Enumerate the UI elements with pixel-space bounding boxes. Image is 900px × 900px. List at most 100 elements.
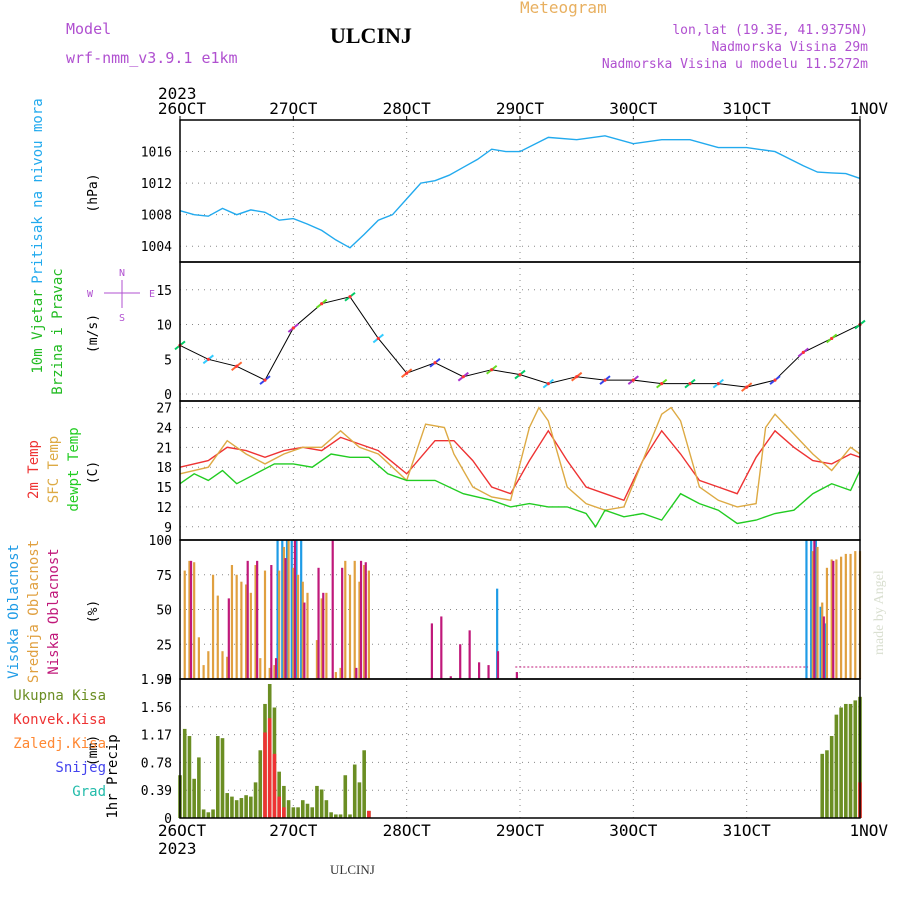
- precip-bar: [263, 732, 267, 818]
- model-label: Model: [66, 20, 112, 38]
- wind-point: [490, 368, 494, 372]
- cloud-bar: [274, 658, 278, 679]
- cloud-bar: [235, 574, 238, 679]
- precip-bar: [197, 757, 201, 818]
- grid-layer: [180, 120, 860, 819]
- precip-bar: [319, 789, 324, 818]
- cloud-ytick-label: 75: [156, 569, 172, 584]
- cloud-bar: [822, 616, 825, 679]
- cloud-bar: [287, 540, 290, 679]
- cloud-bar: [290, 540, 293, 679]
- cloud-bar: [835, 559, 838, 679]
- precip-bar: [201, 809, 206, 818]
- model-name: wrf-nmm_v3.9.1 e1km: [66, 49, 238, 67]
- wind-point: [291, 326, 295, 330]
- cloud-bar: [844, 553, 847, 679]
- pressure-unit-label: (hPa): [86, 173, 101, 212]
- cloud-bar: [348, 574, 352, 679]
- precip-bar: [820, 753, 825, 818]
- cloud-bar: [810, 540, 813, 679]
- cloud-bar: [496, 588, 499, 679]
- precip-bar: [300, 800, 305, 818]
- precip-panel-frame: [179, 678, 861, 819]
- precip-bar: [291, 807, 296, 818]
- precip-bar: [362, 750, 366, 818]
- precip-bar: [182, 728, 187, 818]
- precip-bar: [834, 714, 839, 818]
- wind-point: [348, 295, 352, 299]
- cloud-bar: [320, 598, 323, 679]
- x-tick-bottom: 28OCT: [383, 821, 432, 840]
- cloud-bar: [355, 667, 358, 679]
- year-top: 2023: [158, 84, 197, 103]
- precip-legend-4: Grad: [72, 784, 106, 800]
- x-tick-top: 30OCT: [609, 99, 658, 118]
- x-tick-top: 27OCT: [269, 99, 318, 118]
- station-title: ULCINJ: [330, 23, 412, 48]
- precip-bar: [844, 703, 848, 818]
- precip-bar: [206, 812, 211, 818]
- cloud-ytick-label: 0: [164, 673, 172, 688]
- wind-point: [801, 350, 805, 354]
- x-tick-top: 28OCT: [383, 99, 432, 118]
- cloud-bar: [296, 574, 300, 679]
- cloud-unit-label: (%): [86, 600, 101, 623]
- precip-bar: [225, 793, 230, 818]
- cloud-bar: [468, 630, 471, 679]
- wind-point: [745, 385, 749, 389]
- pressure-series-line: [179, 135, 861, 249]
- precip-bar: [329, 812, 333, 818]
- cloud-ytick-label: 100: [149, 534, 172, 549]
- temp-axis-title-0: 2m Temp: [26, 440, 42, 499]
- precip-bar: [825, 750, 829, 818]
- precip-bar: [853, 700, 858, 818]
- pressure-ytick-label: 1016: [141, 146, 172, 161]
- cloud-bar: [292, 567, 295, 679]
- wind-point: [206, 357, 210, 361]
- wind-point: [461, 375, 465, 379]
- wind-point: [716, 382, 720, 386]
- precip-bar: [258, 750, 263, 818]
- cloud-bar: [353, 560, 356, 679]
- wind-point: [320, 302, 324, 306]
- cloud-bar: [317, 567, 320, 679]
- precip-bar: [187, 736, 192, 818]
- x-tick-top: 31OCT: [723, 99, 772, 118]
- cloud-bar: [259, 658, 262, 679]
- cloud-bar: [478, 662, 481, 679]
- cloud-bar: [364, 562, 367, 679]
- precip-bar: [220, 738, 225, 818]
- cloud-bar: [849, 553, 852, 679]
- cloud-bar: [295, 540, 298, 679]
- cloud-bar: [821, 602, 824, 679]
- cloud-bar: [303, 602, 306, 679]
- temp-axis-title-2: dewpt Temp: [66, 427, 82, 511]
- cloud-bar: [367, 570, 370, 679]
- year-bottom: 2023: [158, 839, 197, 858]
- cloud-bar: [449, 676, 452, 679]
- wind-axis-title-1: 10m Vjetar: [30, 289, 46, 373]
- cloud-bar: [825, 567, 829, 679]
- temperature-series-line: [179, 453, 861, 529]
- cloud-bar: [278, 570, 281, 679]
- cloud-bar: [344, 560, 347, 679]
- cloud-bar: [193, 562, 196, 679]
- cloud-bar: [249, 592, 252, 679]
- precip-bar: [324, 800, 329, 818]
- cloud-bar: [188, 560, 191, 679]
- pressure-ytick-label: 1012: [141, 177, 172, 192]
- wind-point: [405, 371, 409, 375]
- wind-ytick-label: 10: [156, 319, 172, 334]
- wind-point: [263, 378, 267, 382]
- cloud-bar: [207, 651, 210, 679]
- temperature-ytick-label: 27: [156, 402, 172, 417]
- cloud-bar: [240, 581, 243, 679]
- compass-north: N: [119, 268, 125, 279]
- wind-point: [631, 378, 635, 382]
- wind-point: [688, 382, 692, 386]
- cloud-bar: [183, 570, 186, 679]
- precip-bar: [352, 764, 357, 818]
- cloud-bar: [300, 540, 303, 679]
- cloud-bar: [254, 565, 257, 679]
- precip-bar: [310, 807, 315, 818]
